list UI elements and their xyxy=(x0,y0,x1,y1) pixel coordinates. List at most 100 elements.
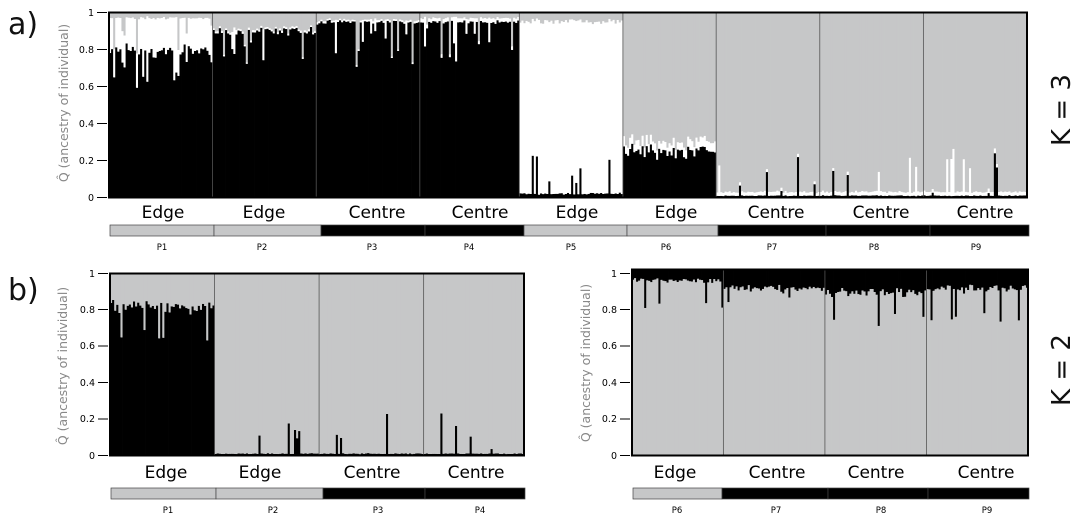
ancestry-segment-black xyxy=(851,269,854,292)
ancestry-segment-black xyxy=(776,269,779,290)
ancestry-segment-grey xyxy=(869,12,872,193)
ancestry-segment-black xyxy=(847,269,850,297)
ancestry-segment-white xyxy=(575,21,578,183)
ancestry-segment-black xyxy=(835,269,838,293)
ancestry-segment-white xyxy=(937,191,941,196)
ancestry-segment-white xyxy=(281,31,284,33)
ancestry-segment-grey xyxy=(871,289,875,456)
ancestry-segment-grey xyxy=(935,12,939,192)
ancestry-segment-grey xyxy=(940,286,944,456)
ancestry-segment-white xyxy=(535,18,539,157)
ancestry-segment-black xyxy=(294,429,297,456)
ancestry-segment-black xyxy=(452,43,456,198)
ancestry-segment-grey xyxy=(778,284,781,456)
ancestry-segment-grey xyxy=(838,12,841,192)
ancestry-segment-grey xyxy=(772,12,775,192)
panel-a-region-label: Edge xyxy=(655,203,698,223)
ancestry-segment-grey xyxy=(1005,291,1009,456)
ancestry-segment-grey xyxy=(622,12,626,137)
ancestry-segment-black xyxy=(367,453,370,456)
ancestry-segment-white xyxy=(579,19,582,169)
ancestry-segment-black xyxy=(531,155,535,198)
ancestry-segment-black xyxy=(490,449,494,456)
ancestry-segment-black xyxy=(187,308,190,456)
ancestry-segment-white xyxy=(641,135,645,147)
ancestry-segment-black xyxy=(822,269,826,288)
ancestry-segment-grey xyxy=(612,12,616,20)
ancestry-segment-grey xyxy=(482,12,485,19)
ancestry-segment-grey xyxy=(120,273,123,338)
ancestry-segment-grey xyxy=(805,12,808,193)
ancestry-segment-grey xyxy=(753,12,756,193)
ancestry-segment-grey xyxy=(1006,12,1009,192)
ancestry-segment-black xyxy=(948,269,952,286)
ancestry-segment-grey xyxy=(577,12,580,21)
ancestry-segment-white xyxy=(117,17,120,52)
ancestry-segment-grey xyxy=(960,287,964,456)
ancestry-segment-grey xyxy=(394,12,398,20)
ancestry-segment-grey xyxy=(691,12,694,142)
ancestry-segment-black xyxy=(542,194,545,198)
ancestry-segment-black xyxy=(798,269,801,289)
ancestry-segment-grey xyxy=(987,12,991,189)
ancestry-segment-white xyxy=(566,22,570,193)
ancestry-segment-grey xyxy=(942,287,946,456)
ancestry-segment-grey xyxy=(529,12,533,24)
panel-b-right-population-labels: Edge P6 Centre P7 Centre P8 Centre P9 xyxy=(632,463,1030,516)
ancestry-segment-grey xyxy=(821,12,825,191)
ancestry-segment-grey xyxy=(406,273,410,455)
ancestry-segment-black xyxy=(904,269,907,297)
ancestry-segment-white xyxy=(635,140,638,151)
panel-a-region-label: Centre xyxy=(853,203,910,223)
panel-a-region-label: Centre xyxy=(349,203,406,223)
ancestry-segment-black xyxy=(786,269,789,289)
ancestry-segment-grey xyxy=(469,273,473,437)
ancestry-segment-white xyxy=(173,17,176,81)
ancestry-segment-black xyxy=(672,269,676,281)
ancestry-segment-grey xyxy=(719,281,722,456)
ancestry-segment-white xyxy=(488,17,491,43)
ancestry-segment-black xyxy=(757,269,761,289)
ancestry-segment-black xyxy=(600,193,603,198)
ancestry-segment-black xyxy=(642,269,645,279)
ancestry-segment-black xyxy=(519,453,523,456)
ancestry-segment-grey xyxy=(429,273,433,454)
ancestry-segment-black xyxy=(304,453,307,456)
ancestry-segment-black xyxy=(914,269,917,294)
ancestry-segment-grey xyxy=(245,273,249,454)
ancestry-segment-white xyxy=(305,31,309,34)
ancestry-segment-white xyxy=(767,191,771,196)
panel-b-left-population-labels: Edge P1 Edge P2 Centre P3 Centre P4 xyxy=(110,463,526,516)
ancestry-segment-grey xyxy=(658,12,661,141)
ancestry-segment-grey xyxy=(591,12,595,25)
ancestry-segment-grey xyxy=(498,12,502,19)
ancestry-segment-grey xyxy=(707,12,711,142)
panel-b-right-ytick-0.6: 0.6 xyxy=(602,341,617,352)
ancestry-segment-black xyxy=(457,22,460,198)
panel-a-individuals-P1 xyxy=(109,12,214,198)
ancestry-segment-grey xyxy=(782,293,785,456)
ancestry-segment-grey xyxy=(328,12,332,19)
ancestry-segment-grey xyxy=(648,280,651,456)
ancestry-segment-grey xyxy=(484,273,487,454)
ancestry-segment-grey xyxy=(701,280,704,456)
ancestry-segment-white xyxy=(452,16,456,44)
ancestry-segment-white xyxy=(183,17,187,45)
ancestry-segment-black xyxy=(272,33,276,198)
ancestry-segment-black xyxy=(833,269,836,320)
ancestry-segment-white xyxy=(515,18,518,23)
ancestry-segment-white xyxy=(204,17,207,48)
ancestry-segment-black xyxy=(906,269,909,293)
ancestry-segment-grey xyxy=(293,12,296,27)
ancestry-segment-grey xyxy=(709,279,712,456)
ancestry-segment-black xyxy=(233,53,236,198)
ancestry-segment-grey xyxy=(852,12,856,193)
ancestry-segment-black xyxy=(135,306,138,456)
ancestry-segment-black xyxy=(564,193,568,198)
ancestry-segment-grey xyxy=(321,273,324,454)
ancestry-segment-white xyxy=(796,153,800,158)
ancestry-segment-grey xyxy=(174,273,178,305)
ancestry-segment-grey xyxy=(676,282,680,456)
ancestry-segment-grey xyxy=(936,288,940,456)
ancestry-segment-grey xyxy=(235,273,238,455)
